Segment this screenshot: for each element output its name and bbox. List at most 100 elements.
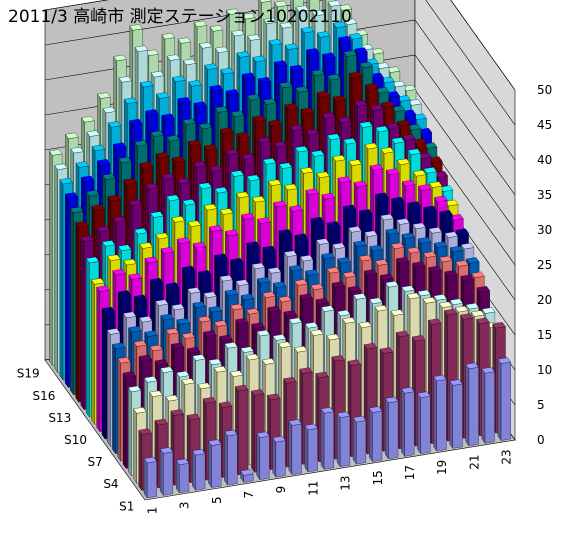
bar-top-face bbox=[386, 122, 400, 130]
bar-top-face bbox=[428, 265, 442, 273]
bar-top-face bbox=[385, 281, 399, 288]
bar-top-face bbox=[160, 313, 174, 321]
bar-top-face bbox=[417, 289, 431, 297]
bar-top-face bbox=[257, 217, 271, 224]
bar-left-face bbox=[54, 164, 58, 374]
bar-top-face bbox=[364, 230, 378, 237]
bar-top-face bbox=[246, 308, 260, 315]
bar-top-face bbox=[96, 225, 110, 233]
bar-top-face bbox=[170, 409, 184, 416]
bar-top-face bbox=[327, 133, 341, 140]
bar-top-face bbox=[240, 293, 255, 301]
bar-top-face bbox=[455, 228, 469, 235]
bar-top-face bbox=[187, 287, 201, 294]
bar-top-face bbox=[370, 104, 384, 111]
grid-line bbox=[44, 0, 516, 126]
bar-top-face bbox=[262, 245, 276, 253]
bar-top-face bbox=[208, 306, 223, 313]
y-tick-label: 5 bbox=[537, 398, 545, 412]
bar-top-face bbox=[305, 269, 319, 276]
bar-top-face bbox=[187, 346, 201, 354]
bar-left-face bbox=[107, 329, 111, 447]
bar-top-face bbox=[423, 167, 437, 174]
bar-left-face bbox=[336, 412, 341, 468]
bar-top-face bbox=[343, 50, 357, 57]
bar-top-face bbox=[128, 199, 143, 206]
bar-top-face bbox=[481, 307, 496, 314]
bar-top-face bbox=[252, 115, 266, 122]
bar-top-face bbox=[316, 90, 330, 98]
bar-top-face bbox=[369, 164, 384, 171]
bar-top-face bbox=[240, 346, 254, 353]
bar-top-face bbox=[138, 354, 153, 362]
x-tick-label: 1 bbox=[145, 507, 159, 515]
bar-top-face bbox=[229, 370, 244, 377]
bar-top-face bbox=[123, 311, 137, 318]
bar-top-face bbox=[401, 285, 415, 292]
bar-top-face bbox=[395, 330, 410, 338]
bar-top-face bbox=[411, 335, 426, 342]
bar-left-face bbox=[133, 408, 137, 484]
bar-top-face bbox=[192, 449, 206, 456]
bar-top-face bbox=[327, 73, 341, 81]
bar-top-face bbox=[161, 113, 175, 120]
bar bbox=[433, 374, 447, 452]
bar-top-face bbox=[417, 391, 431, 398]
bar-top-face bbox=[208, 225, 223, 232]
bar-top-face bbox=[70, 206, 84, 213]
bar-top-face bbox=[439, 255, 453, 263]
bar-top-face bbox=[390, 309, 404, 316]
bar-top-face bbox=[348, 159, 362, 166]
bar-top-face bbox=[149, 278, 164, 285]
bar-top-face bbox=[347, 285, 362, 293]
bar-top-face bbox=[359, 209, 373, 216]
bar-front-face bbox=[388, 401, 399, 460]
bar-top-face bbox=[358, 254, 373, 262]
bar-left-face bbox=[401, 388, 405, 457]
bar-front-face bbox=[323, 411, 334, 470]
bar-top-face bbox=[171, 156, 186, 163]
bar-top-face bbox=[165, 328, 180, 335]
bar-top-face bbox=[284, 103, 298, 110]
bar-top-face bbox=[326, 221, 341, 228]
bar-top-face bbox=[407, 148, 421, 155]
bar-top-face bbox=[80, 175, 95, 183]
bar-top-face bbox=[321, 305, 335, 312]
bar-top-face bbox=[375, 125, 389, 133]
bar-top-face bbox=[460, 274, 474, 281]
bar-top-face bbox=[160, 247, 175, 254]
bar-top-face bbox=[75, 221, 89, 228]
bar-top-face bbox=[257, 77, 272, 84]
bar-top-face bbox=[181, 332, 196, 339]
bar-top-face bbox=[465, 302, 480, 310]
bar-top-face bbox=[279, 81, 293, 89]
bar-top-face bbox=[107, 254, 121, 261]
bar-top-face bbox=[295, 86, 309, 93]
bar-top-face bbox=[166, 54, 181, 61]
bar-top-face bbox=[225, 148, 239, 156]
bar-top-face bbox=[161, 32, 175, 40]
bar-top-face bbox=[401, 232, 416, 239]
bar-top-face bbox=[161, 173, 175, 180]
bar-top-face bbox=[107, 194, 121, 202]
bar-top-face bbox=[70, 146, 84, 154]
y-tick-label: 10 bbox=[537, 363, 552, 377]
y-tick-label: 25 bbox=[537, 258, 552, 272]
bar-left-face bbox=[176, 459, 180, 494]
bar-top-face bbox=[326, 333, 340, 341]
bar-left-face bbox=[320, 408, 325, 470]
bar bbox=[417, 391, 431, 455]
bar-top-face bbox=[288, 419, 302, 426]
bar-top-face bbox=[214, 186, 228, 194]
bar-top-face bbox=[300, 26, 315, 34]
bar-top-face bbox=[231, 29, 245, 37]
bar-top-face bbox=[349, 33, 363, 40]
bar-top-face bbox=[380, 147, 395, 154]
bar-top-face bbox=[129, 24, 143, 31]
bar-top-face bbox=[295, 5, 309, 12]
bar-top-face bbox=[186, 413, 201, 420]
bar-top-face bbox=[193, 101, 207, 108]
bar-top-face bbox=[315, 371, 329, 379]
bar-top-face bbox=[155, 299, 169, 306]
bar-top-face bbox=[272, 334, 287, 341]
